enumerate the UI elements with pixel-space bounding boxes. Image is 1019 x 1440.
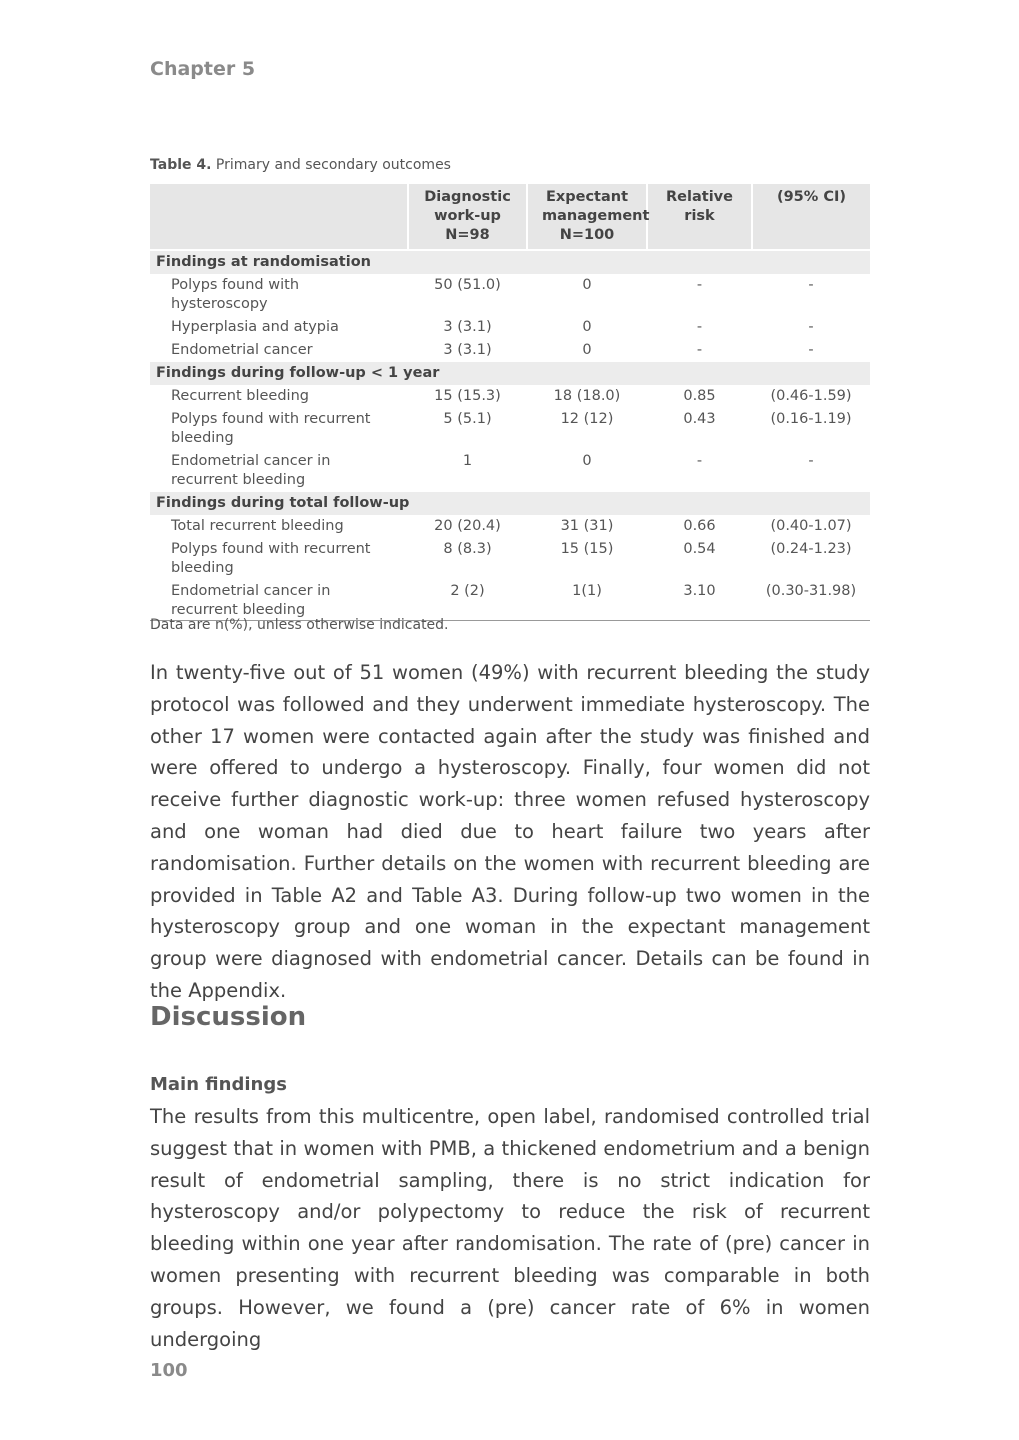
column-header: Relative risk	[646, 184, 752, 250]
section-row: Findings during total follow-up	[150, 490, 870, 515]
table-caption-text: Primary and secondary outcomes	[211, 157, 451, 173]
table-cell: (0.40-1.07)	[770, 518, 852, 534]
row-label: Recurrent bleeding	[171, 388, 309, 404]
table-cell: 20 (20.4)	[434, 518, 501, 534]
table-cell: 3 (3.1)	[443, 342, 492, 358]
table-cell: -	[696, 319, 703, 335]
table-cell: 2 (2)	[408, 580, 527, 621]
table-cell: 15 (15.3)	[434, 388, 501, 404]
table-cell: 31 (31)	[560, 518, 614, 534]
table-row: Endometrial cancer in recurrent bleeding…	[150, 580, 870, 621]
column-header	[150, 184, 408, 250]
column-header: Expectant management N=100	[526, 184, 649, 250]
page-number: 100	[150, 1360, 188, 1381]
table-cell: -	[808, 342, 814, 358]
table-cell: -	[808, 319, 814, 335]
table-cell: 50 (51.0)	[434, 277, 501, 293]
section-title: Findings during total follow-up	[150, 490, 870, 515]
table-row: Endometrial cancer in recurrent bleeding…	[150, 450, 870, 491]
table-cell: 15 (15)	[560, 541, 614, 557]
table-row: Endometrial cancer 3 (3.1) 0 - -	[150, 339, 870, 361]
row-label: Endometrial cancer in recurrent bleeding	[150, 580, 408, 621]
table-row: Polyps found with recurrent bleeding 5 (5…	[150, 408, 870, 450]
table-cell: 12 (12)	[560, 411, 614, 427]
table-row: Recurrent bleeding 15 (15.3) 18 (18.0) 0.85…	[150, 385, 870, 408]
table-row: Hyperplasia and atypia 3 (3.1) 0 - -	[150, 316, 870, 339]
main-findings-paragraph: The results from this multicentre, open …	[150, 1105, 870, 1351]
table-cell: -	[808, 453, 814, 469]
chapter-header: Chapter 5	[150, 58, 256, 80]
table-cell: (0.16-1.19)	[770, 411, 852, 427]
table-cell: 3.10	[647, 580, 752, 621]
table-cell: (0.24-1.23)	[770, 541, 852, 557]
table-cell: 1	[462, 453, 473, 469]
table-cell: 0.85	[683, 388, 716, 404]
table-row: Polyps found with recurrent bleeding 8 (8…	[150, 538, 870, 580]
table-cell: 0.54	[683, 541, 716, 557]
table-cell: 3 (3.1)	[443, 319, 492, 335]
table-cell: -	[696, 453, 703, 469]
section-heading: Discussion	[150, 1002, 307, 1032]
section-row: Findings at randomisation	[150, 249, 870, 274]
table-cell: (0.30-31.98)	[752, 580, 870, 621]
column-header: Diagnostic work-up N=98	[407, 184, 527, 250]
table-cell: 0	[582, 319, 592, 335]
section-title: Findings during follow-up < 1 year	[150, 360, 870, 385]
table-cell: 8 (8.3)	[443, 541, 492, 557]
table-cell: -	[808, 277, 814, 293]
table-row: Polyps found with hysteroscopy 50 (51.0) 0…	[150, 274, 870, 316]
table-caption-label: Table 4.	[150, 157, 212, 173]
results-paragraph: In twenty-five out of 51 women (49%) wit…	[150, 661, 870, 1002]
table-cell: -	[696, 342, 703, 358]
subsection-heading: Main findings	[150, 1074, 287, 1095]
row-label: Polyps found with hysteroscopy	[171, 277, 300, 312]
table-cell: 1(1)	[527, 580, 647, 621]
row-label: Hyperplasia and atypia	[171, 319, 339, 335]
row-label: Total recurrent bleeding	[171, 518, 344, 534]
section-row: Findings during follow-up < 1 year	[150, 360, 870, 385]
table-cell: 0	[582, 342, 592, 358]
outcomes-table: Diagnostic work-up N=98 Expectant managem…	[150, 184, 870, 621]
row-label: Endometrial cancer	[171, 342, 313, 358]
table-cell: 0	[582, 453, 592, 469]
row-label: Polyps found with recurrent bleeding	[171, 541, 371, 576]
table-cell: 18 (18.0)	[553, 388, 621, 404]
column-header: (95% CI)	[751, 184, 870, 250]
table-cell: 5 (5.1)	[443, 411, 492, 427]
row-label: Polyps found with recurrent bleeding	[171, 411, 371, 446]
section-title: Findings at randomisation	[150, 249, 870, 274]
table-note: Data are n(%), unless otherwise indicate…	[150, 617, 449, 633]
table-cell: 0.66	[683, 518, 716, 534]
table-row: Total recurrent bleeding 20 (20.4) 31 (31)…	[150, 515, 870, 538]
table-caption: Table 4. Primary and secondary outcomes	[150, 157, 451, 173]
table-cell: -	[696, 277, 703, 293]
table-cell: (0.46-1.59)	[770, 388, 852, 404]
table-cell: 0	[582, 277, 592, 293]
row-label: Endometrial cancer in recurrent bleeding	[171, 453, 331, 488]
table-cell: 0.43	[683, 411, 716, 427]
